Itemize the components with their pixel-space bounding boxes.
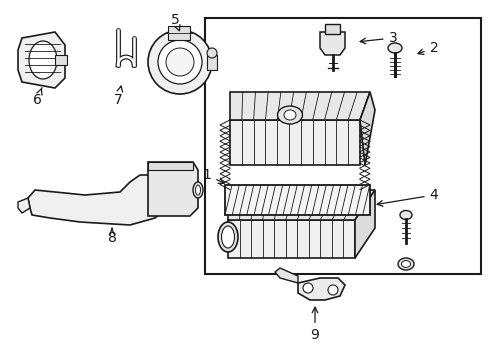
Ellipse shape (399, 211, 411, 220)
Ellipse shape (284, 110, 295, 120)
Polygon shape (359, 92, 374, 165)
Polygon shape (224, 185, 369, 215)
Text: 7: 7 (113, 86, 122, 107)
Circle shape (303, 283, 312, 293)
Circle shape (165, 48, 194, 76)
Polygon shape (354, 190, 374, 258)
Text: 5: 5 (170, 13, 180, 31)
Polygon shape (28, 175, 168, 225)
Bar (325, 24, 339, 34)
Text: 4: 4 (376, 188, 437, 206)
Text: 3: 3 (360, 31, 397, 45)
Ellipse shape (401, 261, 409, 267)
Text: 8: 8 (107, 228, 116, 245)
Polygon shape (148, 162, 198, 216)
Ellipse shape (195, 185, 200, 195)
Polygon shape (229, 120, 359, 165)
Ellipse shape (397, 258, 413, 270)
Polygon shape (297, 278, 345, 300)
Text: 9: 9 (310, 307, 319, 342)
Polygon shape (227, 190, 374, 220)
Ellipse shape (193, 182, 203, 198)
Polygon shape (274, 268, 297, 283)
Ellipse shape (29, 41, 57, 79)
Bar (206, 55, 217, 70)
Polygon shape (229, 92, 369, 120)
Ellipse shape (277, 106, 302, 124)
Circle shape (158, 40, 202, 84)
Ellipse shape (221, 226, 234, 248)
Text: 1: 1 (202, 168, 224, 183)
Polygon shape (227, 220, 354, 258)
Polygon shape (319, 32, 345, 55)
Ellipse shape (387, 43, 401, 53)
Polygon shape (18, 32, 65, 88)
Circle shape (206, 48, 217, 58)
Text: 6: 6 (33, 87, 42, 107)
Circle shape (327, 285, 337, 295)
Bar (204, 18, 480, 274)
Polygon shape (18, 198, 30, 213)
Circle shape (148, 30, 212, 94)
Polygon shape (148, 162, 193, 170)
Bar (55, 55, 67, 65)
Bar (168, 26, 190, 40)
Text: 2: 2 (417, 41, 437, 55)
Ellipse shape (218, 222, 238, 252)
